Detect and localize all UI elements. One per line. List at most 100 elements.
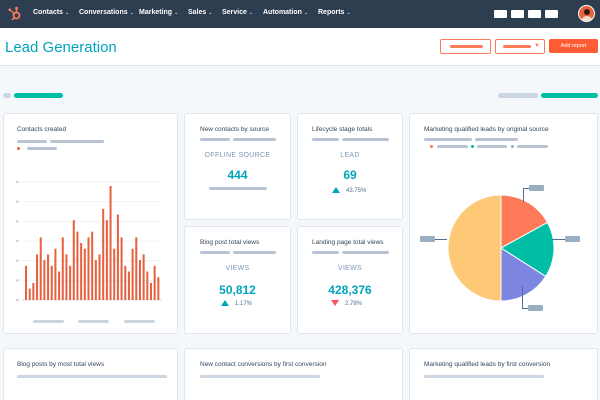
- bar[interactable]: [94, 260, 97, 300]
- bar[interactable]: [69, 265, 72, 300]
- bar[interactable]: [39, 237, 42, 300]
- subtitle-placeholder: [475, 138, 518, 141]
- nav-item-reports[interactable]: Reports ⌄: [318, 9, 351, 16]
- kpi-label: VIEWS: [337, 265, 363, 272]
- kpi-value: 444: [227, 168, 248, 182]
- pie-label-placeholder: [565, 236, 580, 242]
- pie-slice[interactable]: [447, 194, 502, 302]
- chevron-down-icon: ⌄: [208, 10, 213, 16]
- bar[interactable]: [58, 271, 61, 301]
- report-card-lifecycle-stage-totals[interactable]: Lifecycle stage totals LEAD 69 43.75%: [297, 113, 403, 220]
- bar[interactable]: [25, 265, 28, 300]
- bar[interactable]: [32, 282, 35, 300]
- y-tick-placeholder: [16, 299, 19, 301]
- page-title: Lead Generation: [5, 39, 117, 56]
- report-card-blog-post-total-views[interactable]: Blog post total views VIEWS 50,812 1.17%: [184, 226, 291, 334]
- bar[interactable]: [127, 271, 130, 301]
- chevron-down-icon: ⌄: [174, 10, 179, 16]
- pie-slice[interactable]: [500, 221, 555, 278]
- row-placeholder: [200, 375, 320, 378]
- legend-placeholder: [50, 140, 104, 143]
- bar[interactable]: [149, 282, 152, 300]
- bar[interactable]: [72, 220, 75, 300]
- bar[interactable]: [109, 186, 112, 300]
- nav-item-conversations[interactable]: Conversations ⌄: [79, 9, 134, 16]
- nav-utility-button[interactable]: [528, 10, 541, 18]
- bar[interactable]: [50, 265, 53, 300]
- report-card-blog-posts-by-views[interactable]: Blog posts by most total views: [3, 348, 178, 400]
- nav-utility-button[interactable]: [494, 10, 507, 18]
- report-card-contacts-created[interactable]: Contacts created: [3, 113, 178, 334]
- bar[interactable]: [124, 265, 127, 300]
- leader-line: [552, 239, 565, 240]
- bar[interactable]: [36, 254, 39, 300]
- nav-utility-button[interactable]: [511, 10, 524, 18]
- user-avatar[interactable]: [578, 5, 595, 22]
- contacts-bar-chart: [16, 181, 162, 301]
- legend-dot: [17, 147, 20, 150]
- dashboard-select-dropdown[interactable]: ▼: [495, 39, 545, 54]
- legend-placeholder: [517, 145, 548, 148]
- dashboard-actions-button[interactable]: [440, 39, 491, 54]
- bar[interactable]: [153, 265, 156, 300]
- bar[interactable]: [135, 237, 138, 300]
- bar[interactable]: [116, 214, 119, 301]
- nav-item-service[interactable]: Service ⌄: [222, 9, 253, 16]
- avatar-body: [582, 16, 592, 21]
- bar[interactable]: [83, 248, 86, 300]
- kpi-value: 428,376: [328, 283, 372, 297]
- chevron-down-icon: ⌄: [64, 10, 70, 16]
- bar[interactable]: [131, 248, 134, 300]
- kpi-delta: 1.17%: [221, 300, 252, 307]
- filter-chip[interactable]: [3, 93, 11, 98]
- button-label-placeholder: [450, 45, 483, 48]
- bar[interactable]: [105, 220, 108, 300]
- bar[interactable]: [28, 288, 31, 300]
- report-card-new-contacts-by-source[interactable]: New contacts by source OFFLINE SOURCE 44…: [184, 113, 291, 220]
- card-title: Lifecycle stage totals: [312, 126, 373, 133]
- nav-item-contacts[interactable]: Contacts ⌄: [33, 9, 69, 16]
- bar[interactable]: [61, 237, 64, 300]
- hubspot-sprocket-icon[interactable]: [7, 6, 23, 22]
- filter-toggle-active[interactable]: [541, 93, 598, 98]
- bar[interactable]: [146, 271, 149, 301]
- bar[interactable]: [102, 208, 105, 300]
- bar[interactable]: [91, 231, 94, 300]
- report-card-landing-page-total-views[interactable]: Landing page total views VIEWS 428,376 2…: [297, 226, 403, 334]
- nav-utility-button[interactable]: [545, 10, 558, 18]
- bar[interactable]: [43, 260, 46, 300]
- report-card-mql-by-first-conversion[interactable]: Marketing qualified leads by first conve…: [409, 348, 598, 400]
- nav-item-marketing[interactable]: Marketing ⌄: [139, 9, 178, 16]
- nav-item-sales[interactable]: Sales ⌄: [188, 9, 213, 16]
- filter-toggle[interactable]: [498, 93, 538, 98]
- bar[interactable]: [65, 254, 68, 300]
- row-placeholder: [424, 375, 544, 378]
- bar[interactable]: [54, 248, 57, 300]
- nav-item-automation[interactable]: Automation ⌄: [263, 9, 308, 16]
- bar[interactable]: [80, 243, 83, 300]
- bar[interactable]: [98, 254, 101, 300]
- chevron-down-icon: ⌄: [303, 10, 309, 16]
- bar[interactable]: [87, 237, 90, 300]
- subtitle-placeholder: [342, 138, 389, 141]
- kpi-delta: 2.78%: [331, 300, 362, 307]
- bar[interactable]: [47, 254, 50, 300]
- bar[interactable]: [142, 254, 145, 300]
- subtitle-placeholder: [233, 138, 276, 141]
- filter-chip-active[interactable]: [14, 93, 63, 98]
- subtitle-placeholder: [200, 251, 230, 254]
- leader-line: [522, 286, 523, 308]
- bar[interactable]: [157, 277, 160, 300]
- report-card-mql-by-original-source[interactable]: Marketing qualified leads by original so…: [409, 113, 598, 334]
- kpi-label: LEAD: [340, 152, 360, 159]
- bar[interactable]: [113, 248, 116, 300]
- y-tick-placeholder: [16, 220, 19, 223]
- add-report-button[interactable]: Add report: [549, 39, 598, 53]
- bar[interactable]: [76, 231, 79, 300]
- bar[interactable]: [120, 237, 123, 300]
- report-card-new-contact-conversions[interactable]: New contact conversions by first convers…: [184, 348, 403, 400]
- leader-line: [523, 188, 529, 189]
- pie-slice[interactable]: [500, 194, 549, 249]
- pie-slice[interactable]: [500, 247, 547, 302]
- bar[interactable]: [138, 260, 141, 300]
